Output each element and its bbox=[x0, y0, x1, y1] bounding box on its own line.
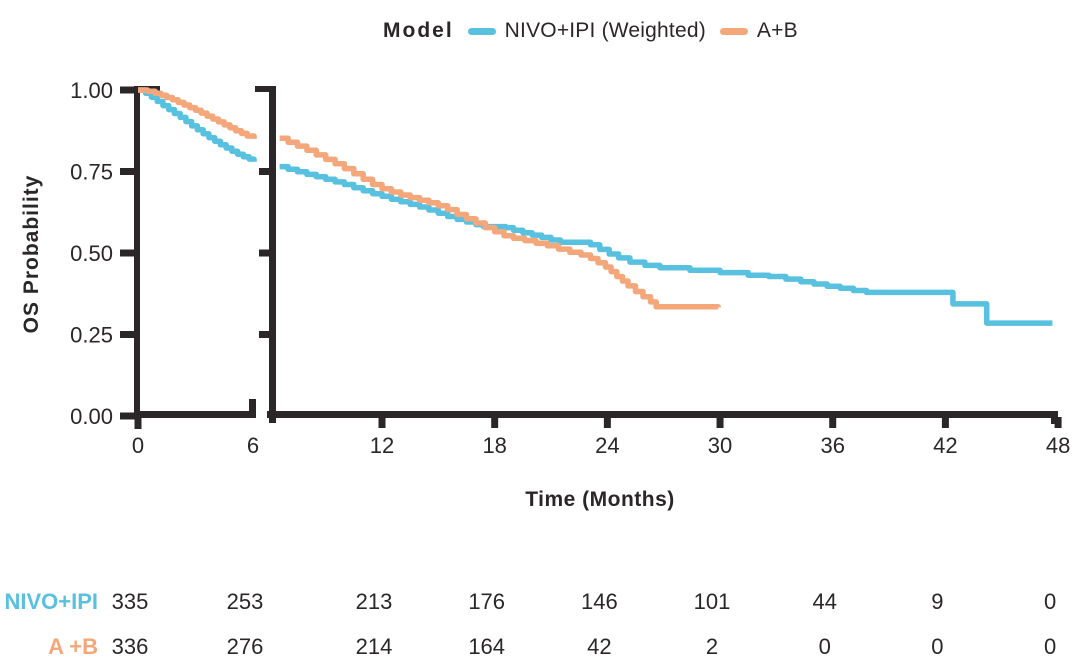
curve-a-plus-b-segment2 bbox=[279, 135, 721, 310]
risk-count: 335 bbox=[111, 589, 149, 614]
risk-count: 0 bbox=[818, 634, 831, 659]
risk-row-label: NIVO+IPI bbox=[4, 589, 98, 614]
risk-count: 9 bbox=[931, 589, 944, 614]
legend-label-nivo-ipi: NIVO+IPI (Weighted) bbox=[504, 19, 706, 42]
x-tick-label: 36 bbox=[820, 433, 844, 458]
risk-count: 276 bbox=[226, 634, 264, 659]
risk-count: 213 bbox=[355, 589, 393, 614]
curve-nivo-ipi-segment1 bbox=[138, 87, 257, 162]
x-tick-label: 30 bbox=[708, 433, 732, 458]
curve-a-plus-b-segment1 bbox=[138, 87, 257, 139]
axes bbox=[120, 86, 1062, 429]
y-tick-label: 0.75 bbox=[70, 160, 113, 185]
risk-count: 2 bbox=[705, 634, 719, 659]
risk-count: 164 bbox=[468, 634, 506, 659]
risk-count: 146 bbox=[581, 589, 618, 614]
risk-count: 336 bbox=[111, 634, 149, 659]
x-tick-label: 48 bbox=[1046, 433, 1070, 458]
risk-count: 0 bbox=[1043, 634, 1057, 659]
legend-title: Model bbox=[383, 19, 454, 42]
curve-nivo-ipi-segment2 bbox=[279, 163, 1053, 326]
legend-swatch-a-plus-b-icon bbox=[719, 27, 748, 35]
legend: Model NIVO+IPI (Weighted) A+B bbox=[383, 16, 798, 46]
risk-count: 101 bbox=[693, 589, 731, 614]
survival-curves bbox=[138, 87, 1053, 326]
y-tick-label: 0.00 bbox=[70, 404, 113, 429]
x-tick-label: 12 bbox=[370, 433, 394, 458]
y-tick-label: 0.50 bbox=[70, 241, 113, 266]
risk-count: 0 bbox=[1043, 589, 1057, 614]
risk-count: 176 bbox=[468, 589, 506, 614]
legend-label-a-plus-b: A+B bbox=[756, 19, 798, 42]
risk-row-label: A +B bbox=[48, 634, 98, 659]
risk-count: 44 bbox=[812, 589, 837, 614]
y-tick-label: 1.00 bbox=[70, 78, 113, 103]
risk-count: 253 bbox=[226, 589, 264, 614]
x-tick-label: 6 bbox=[247, 433, 259, 458]
legend-swatch-nivo-ipi-icon bbox=[467, 27, 496, 35]
x-tick-label: 42 bbox=[933, 433, 957, 458]
y-tick-labels: 1.00 0.75 0.50 0.25 0.00 bbox=[70, 78, 113, 429]
y-tick-label: 0.25 bbox=[70, 323, 113, 348]
x-tick-label: 18 bbox=[482, 433, 506, 458]
x-tick-label: 0 bbox=[132, 433, 144, 458]
x-tick-labels: 0 6 12 18 24 30 36 42 48 bbox=[132, 433, 1070, 458]
x-tick-label: 24 bbox=[595, 433, 619, 458]
risk-count: 42 bbox=[587, 634, 612, 659]
risk-count: 214 bbox=[355, 634, 393, 659]
risk-count: 0 bbox=[931, 634, 944, 659]
x-axis-title: Time (Months) bbox=[525, 488, 675, 511]
